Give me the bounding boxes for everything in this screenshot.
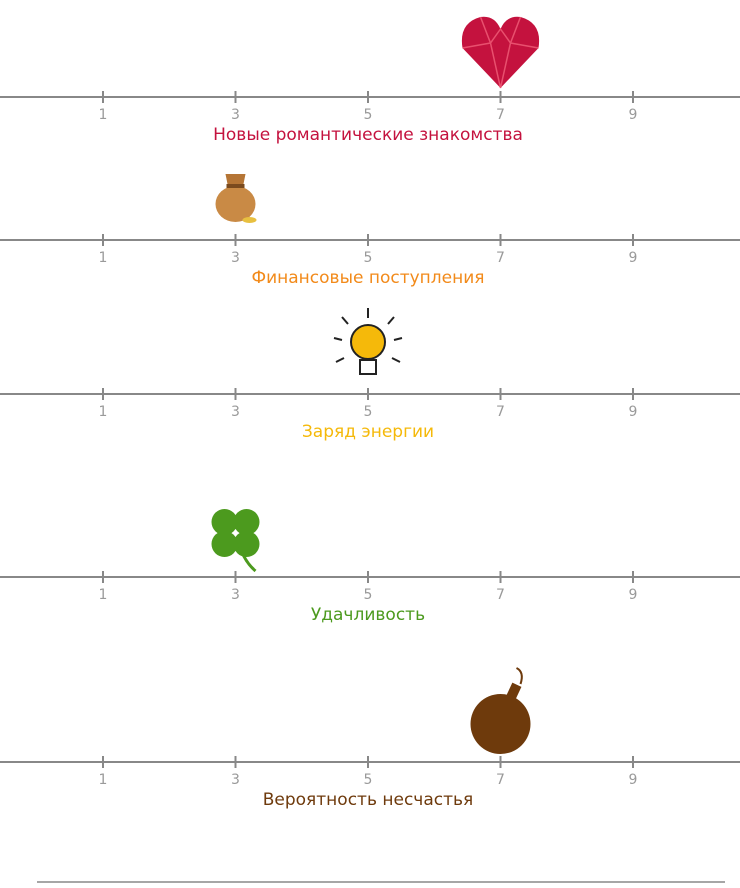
- bulb-glass: [350, 324, 386, 360]
- tick-label: 7: [496, 250, 505, 266]
- tick-label: 7: [496, 107, 505, 123]
- tick-label: 3: [231, 772, 240, 788]
- tick-label: 5: [364, 107, 373, 123]
- tick-label: 5: [364, 404, 373, 420]
- heart-facet: [462, 16, 539, 89]
- tick-label: 3: [231, 107, 240, 123]
- tick-label: 7: [496, 404, 505, 420]
- tick-label: 9: [629, 587, 638, 603]
- leaf: [233, 531, 260, 557]
- scale-label: Заряд энергии: [302, 422, 434, 442]
- tick-label: 1: [99, 107, 108, 123]
- tick-label: 1: [99, 772, 108, 788]
- tick-label: 3: [231, 404, 240, 420]
- leaf: [233, 509, 260, 535]
- tick-label: 9: [629, 404, 638, 420]
- tick-label: 7: [496, 587, 505, 603]
- tick-label: 1: [99, 587, 108, 603]
- indicator-icon: [470, 667, 531, 754]
- bomb-fuse: [515, 667, 523, 685]
- tick-label: 7: [496, 772, 505, 788]
- tick-label: 5: [364, 772, 373, 788]
- bomb-body: [470, 694, 531, 754]
- tick-label: 1: [99, 250, 108, 266]
- indicator-icon: [461, 16, 540, 89]
- indicator-icon: [333, 308, 403, 375]
- tick-label: 9: [629, 107, 638, 123]
- bag-tie: [226, 184, 245, 188]
- tick-label: 5: [364, 587, 373, 603]
- scale-label: Финансовые поступления: [251, 268, 484, 288]
- tick-label: 1: [99, 404, 108, 420]
- tick-label: 3: [231, 250, 240, 266]
- bag-body: [215, 186, 256, 222]
- stem: [236, 536, 257, 573]
- heart-shape: [461, 16, 540, 88]
- tick-label: 3: [231, 587, 240, 603]
- leaf: [211, 531, 238, 557]
- indicator-icon: [211, 509, 260, 573]
- coin: [242, 217, 257, 223]
- tick-label: 9: [629, 772, 638, 788]
- bomb-cap: [505, 682, 522, 702]
- tick-label: 5: [364, 250, 373, 266]
- scale-label: Новые романтические знакомства: [213, 125, 523, 145]
- bulb-base: [359, 359, 377, 375]
- scale-label: Вероятность несчастья: [263, 790, 474, 810]
- indicator-icon: [215, 174, 257, 223]
- tick-label: 9: [629, 250, 638, 266]
- leaf: [211, 509, 238, 535]
- bulb-rays: [333, 308, 403, 363]
- scale-label: Удачливость: [311, 605, 425, 625]
